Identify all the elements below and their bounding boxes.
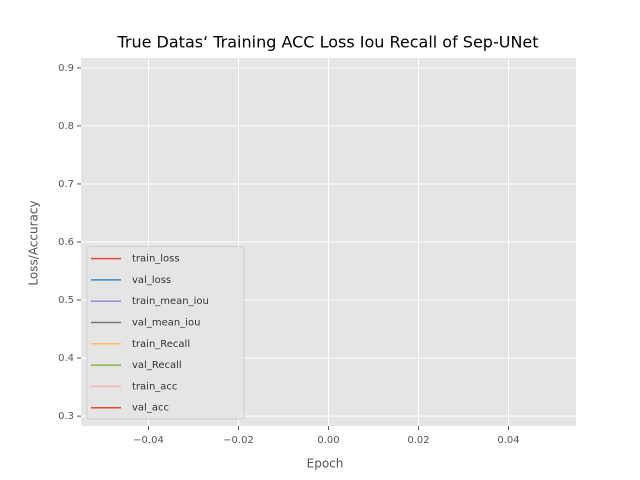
- legend-box: [86, 246, 245, 420]
- chart-title: True Datas‘ Training ACC Loss Iou Recall…: [116, 33, 538, 52]
- y-tick-label: 0.8: [58, 121, 74, 132]
- legend-label: train_Recall: [132, 339, 190, 350]
- x-tick-label: 0.00: [317, 435, 339, 446]
- y-tick-label: 0.3: [58, 411, 74, 422]
- y-tick-label: 0.9: [58, 63, 74, 74]
- x-axis-label: Epoch: [307, 457, 344, 471]
- legend-label: val_mean_iou: [132, 318, 200, 329]
- x-tick-label: 0.04: [497, 435, 519, 446]
- y-axis-label: Loss/Accuracy: [27, 200, 41, 285]
- legend-label: train_acc: [132, 381, 177, 392]
- y-tick-label: 0.4: [58, 353, 74, 364]
- legend-label: train_loss: [132, 254, 180, 265]
- y-tick-label: 0.7: [58, 179, 74, 190]
- legend-label: val_Recall: [132, 360, 182, 371]
- y-tick-label: 0.6: [58, 237, 74, 248]
- x-tick-label: −0.04: [133, 435, 164, 446]
- x-tick-label: −0.02: [223, 435, 254, 446]
- legend-label: train_mean_iou: [132, 296, 209, 307]
- legend-label: val_acc: [132, 403, 169, 414]
- x-tick-label: 0.02: [407, 435, 429, 446]
- y-tick-label: 0.5: [58, 295, 74, 306]
- legend-label: val_loss: [132, 275, 171, 286]
